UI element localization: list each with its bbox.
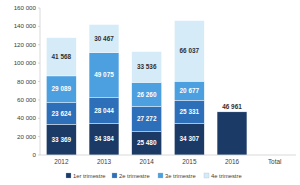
- bar-segment: [132, 132, 162, 155]
- bar-segment: [89, 53, 119, 98]
- y-axis: 0 20 000 40 000 60 000 80 000 100 000 120 000 1…: [14, 4, 40, 158]
- bar-segment: [217, 112, 247, 155]
- bar-segment: [89, 25, 119, 53]
- data-label: 34 384: [94, 135, 114, 142]
- y-tick-label: 120 000: [14, 41, 37, 48]
- bar-segment: [132, 52, 162, 83]
- bars: [46, 21, 247, 155]
- x-tick-label: 2014: [140, 158, 155, 165]
- x-tick-label: 2016: [225, 158, 240, 165]
- x-tick-label: Total: [268, 158, 282, 165]
- data-label: 41 568: [52, 53, 72, 60]
- bar-segment: [174, 21, 204, 82]
- x-tick-label: 2015: [182, 158, 197, 165]
- data-label: 33 536: [137, 63, 157, 70]
- data-label: 27 272: [137, 115, 157, 122]
- y-tick-label: 80 000: [17, 78, 36, 85]
- legend-label: 1er trimestre: [73, 173, 106, 179]
- bar-segment: [89, 123, 119, 155]
- legend: 1er trimestre 2e trimestre 3e trimestre 4e …: [66, 173, 242, 179]
- legend-swatch: [112, 173, 117, 178]
- data-label: 20 677: [180, 87, 200, 94]
- data-label: 49 075: [94, 71, 114, 78]
- legend-swatch: [66, 173, 71, 178]
- data-label: 30 467: [94, 35, 114, 42]
- bar-segment: [46, 124, 76, 155]
- bar-segment: [174, 100, 204, 123]
- x-tick-label: 2012: [54, 158, 69, 165]
- y-axis-line: [40, 8, 41, 155]
- data-label: 66 037: [180, 47, 200, 54]
- data-label: 25 331: [180, 108, 200, 115]
- data-label: 33 369: [52, 136, 72, 143]
- data-label: 46 961: [222, 103, 242, 110]
- y-tick-label: 20 000: [17, 133, 36, 140]
- bar-segment: [174, 123, 204, 155]
- data-labels: 33 369 23 624 29 089 41 568 34 384 28 044 49 0…: [52, 35, 243, 147]
- bar-segment: [132, 107, 162, 132]
- y-tick-label: 100 000: [14, 59, 37, 66]
- y-tick-label: 160 000: [14, 4, 37, 11]
- y-tick-label: 60 000: [17, 96, 36, 103]
- chart: 0 20 000 40 000 60 000 80 000 100 000 120 000 1…: [0, 0, 300, 185]
- legend-swatch: [204, 173, 209, 178]
- legend-swatch: [158, 173, 163, 178]
- bar-segment: [46, 103, 76, 125]
- x-tick-label: 2013: [97, 158, 112, 165]
- bar-segment: [89, 98, 119, 124]
- y-tick-label: 0: [33, 151, 37, 158]
- legend-label: 4e trimestre: [211, 173, 242, 179]
- bar-segment: [132, 82, 162, 106]
- bar-segment: [46, 38, 76, 76]
- bar-segment: [174, 81, 204, 100]
- legend-label: 2e trimestre: [119, 173, 150, 179]
- data-label: 25 480: [137, 139, 157, 146]
- data-label: 26 260: [137, 91, 157, 98]
- data-label: 29 089: [52, 85, 72, 92]
- y-tick-label: 40 000: [17, 114, 36, 121]
- y-tick-label: 140 000: [14, 22, 37, 29]
- bar-segment: [46, 76, 76, 103]
- data-label: 34 307: [180, 135, 200, 142]
- x-axis-line: [40, 155, 296, 156]
- legend-label: 3e trimestre: [165, 173, 196, 179]
- data-label: 23 624: [52, 110, 72, 117]
- data-label: 28 044: [94, 107, 114, 114]
